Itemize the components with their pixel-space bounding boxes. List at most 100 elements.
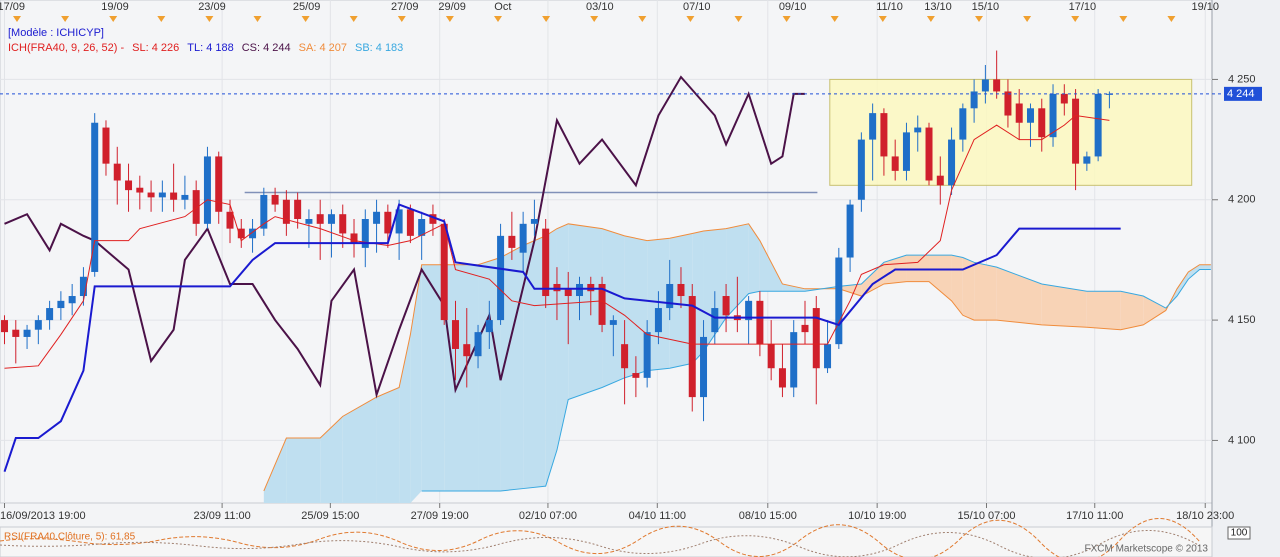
candle-body xyxy=(192,190,200,224)
candle-body xyxy=(395,209,403,234)
top-marker xyxy=(782,16,791,22)
candle-body xyxy=(993,79,1001,92)
y-tick-label: 4 100 xyxy=(1228,434,1256,446)
candle-body xyxy=(463,344,471,357)
candle-body xyxy=(530,219,538,224)
cloud xyxy=(759,240,783,292)
top-tick-label: 19/10 xyxy=(1191,1,1219,13)
candle-body xyxy=(666,283,674,309)
cloud xyxy=(1041,283,1087,328)
cloud xyxy=(703,228,727,352)
top-marker xyxy=(830,16,839,22)
cloud xyxy=(906,255,930,282)
candle-body xyxy=(406,209,414,236)
candle-body xyxy=(576,283,584,297)
candle-body xyxy=(1072,98,1080,164)
legend-prefix: ICH(FRA40, 9, 26, 52) - xyxy=(8,42,124,54)
candle-body xyxy=(158,192,166,198)
candle-body xyxy=(429,214,437,224)
legend: ICH(FRA40, 9, 26, 52) - SL: 4 226 TL: 4 18… xyxy=(8,42,403,54)
candle-body xyxy=(970,91,978,109)
candle-body xyxy=(519,223,527,253)
cloud xyxy=(1120,291,1144,330)
rsi-max-box xyxy=(1227,526,1251,540)
cloud xyxy=(263,438,287,503)
top-tick-label: 09/10 xyxy=(779,1,807,13)
top-marker xyxy=(542,16,551,22)
cloud xyxy=(726,223,749,318)
x-tick-label: 08/10 15:00 xyxy=(739,510,797,522)
top-marker xyxy=(638,16,647,22)
line xyxy=(3,203,1121,473)
x-tick-label: 02/10 07:00 xyxy=(519,510,577,522)
cloud xyxy=(320,416,343,503)
candle-body xyxy=(1038,108,1046,138)
x-tick-label: 16/09/2013 19:00 xyxy=(0,510,86,522)
cloud xyxy=(974,262,997,321)
cloud xyxy=(996,267,1042,325)
candle-body xyxy=(869,113,877,140)
top-marker xyxy=(349,16,358,22)
last-price-tag xyxy=(1224,86,1262,101)
top-tick-label: 17/10 xyxy=(1069,1,1097,13)
cloud xyxy=(399,334,411,503)
cloud xyxy=(624,235,648,378)
candle-body xyxy=(339,214,347,234)
candle-body xyxy=(294,199,302,220)
candle-body xyxy=(113,163,121,181)
candle-body xyxy=(305,219,313,224)
candle-body xyxy=(203,156,211,224)
candle-body xyxy=(700,336,708,398)
cloud xyxy=(1143,296,1166,325)
candle-body xyxy=(778,368,786,388)
cloud xyxy=(342,397,377,503)
candle-body xyxy=(215,156,223,212)
candle-body xyxy=(925,127,933,181)
cloud xyxy=(962,257,975,321)
top-marker xyxy=(1119,16,1128,22)
candle-body xyxy=(801,324,809,333)
y-tick-label: 4 250 xyxy=(1228,73,1256,85)
candle-body xyxy=(1004,91,1012,116)
candle-body xyxy=(632,373,640,378)
cloud xyxy=(421,264,445,491)
candle-body xyxy=(271,194,279,205)
candle-body xyxy=(440,223,448,321)
legend-entry: CS: 4 244 xyxy=(242,42,291,54)
candle-body xyxy=(181,194,189,200)
candle-body xyxy=(609,320,617,325)
candle-body xyxy=(327,214,335,224)
candle-body xyxy=(936,175,944,186)
top-marker xyxy=(1023,16,1032,22)
top-marker xyxy=(926,16,935,22)
cloud xyxy=(1188,264,1200,280)
top-tick-label: 15/10 xyxy=(972,1,1000,13)
candle-body xyxy=(23,329,31,337)
model-label: [Modèle : ICHICYP] xyxy=(8,27,104,39)
cloud xyxy=(523,235,546,489)
top-marker xyxy=(686,16,695,22)
candle-body xyxy=(79,276,87,297)
candle-body xyxy=(880,113,888,157)
candle-body xyxy=(902,132,910,171)
candle-body xyxy=(824,344,832,369)
candle-body xyxy=(249,228,257,239)
candle-body xyxy=(767,344,775,369)
top-tick-label: 27/09 xyxy=(391,1,419,13)
top-marker xyxy=(494,16,502,22)
line xyxy=(4,114,1110,369)
cloud xyxy=(1086,291,1121,330)
last-price-label: 4 244 xyxy=(1227,88,1255,100)
candle-body xyxy=(147,192,155,198)
legend-entry: SB: 4 183 xyxy=(355,42,403,54)
cloud xyxy=(782,283,805,292)
x-tick-label: 15/10 07:00 xyxy=(957,510,1015,522)
candle-body xyxy=(654,308,662,333)
candle-body xyxy=(1015,103,1023,123)
candle-body xyxy=(418,219,426,236)
candle-body xyxy=(1060,93,1068,104)
cloud xyxy=(1177,271,1189,297)
candle-body xyxy=(34,320,42,330)
candle-body xyxy=(46,308,54,321)
